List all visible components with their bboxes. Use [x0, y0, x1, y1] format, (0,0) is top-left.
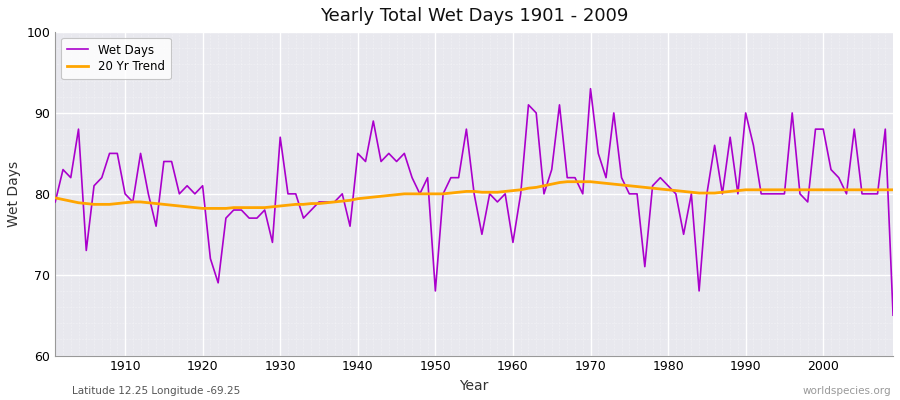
Wet Days	[112, 151, 122, 156]
20 Yr Trend	[50, 196, 60, 200]
20 Yr Trend	[508, 188, 518, 193]
Wet Days	[608, 110, 619, 115]
20 Yr Trend	[197, 206, 208, 211]
Wet Days	[283, 192, 293, 196]
Wet Days	[50, 200, 60, 204]
20 Yr Trend	[337, 199, 347, 204]
20 Yr Trend	[616, 182, 627, 187]
Text: Latitude 12.25 Longitude -69.25: Latitude 12.25 Longitude -69.25	[72, 386, 240, 396]
20 Yr Trend	[887, 188, 898, 192]
20 Yr Trend	[291, 202, 302, 207]
Wet Days	[508, 240, 518, 245]
Y-axis label: Wet Days: Wet Days	[7, 161, 21, 227]
Wet Days	[329, 200, 340, 204]
20 Yr Trend	[112, 201, 122, 206]
Text: worldspecies.org: worldspecies.org	[803, 386, 891, 396]
X-axis label: Year: Year	[460, 379, 489, 393]
Wet Days	[887, 313, 898, 318]
Title: Yearly Total Wet Days 1901 - 2009: Yearly Total Wet Days 1901 - 2009	[320, 7, 628, 25]
Legend: Wet Days, 20 Yr Trend: Wet Days, 20 Yr Trend	[61, 38, 171, 79]
Line: Wet Days: Wet Days	[55, 89, 893, 315]
20 Yr Trend	[516, 188, 526, 192]
Line: 20 Yr Trend: 20 Yr Trend	[55, 182, 893, 208]
Wet Days	[500, 192, 510, 196]
Wet Days	[585, 86, 596, 91]
20 Yr Trend	[562, 179, 572, 184]
